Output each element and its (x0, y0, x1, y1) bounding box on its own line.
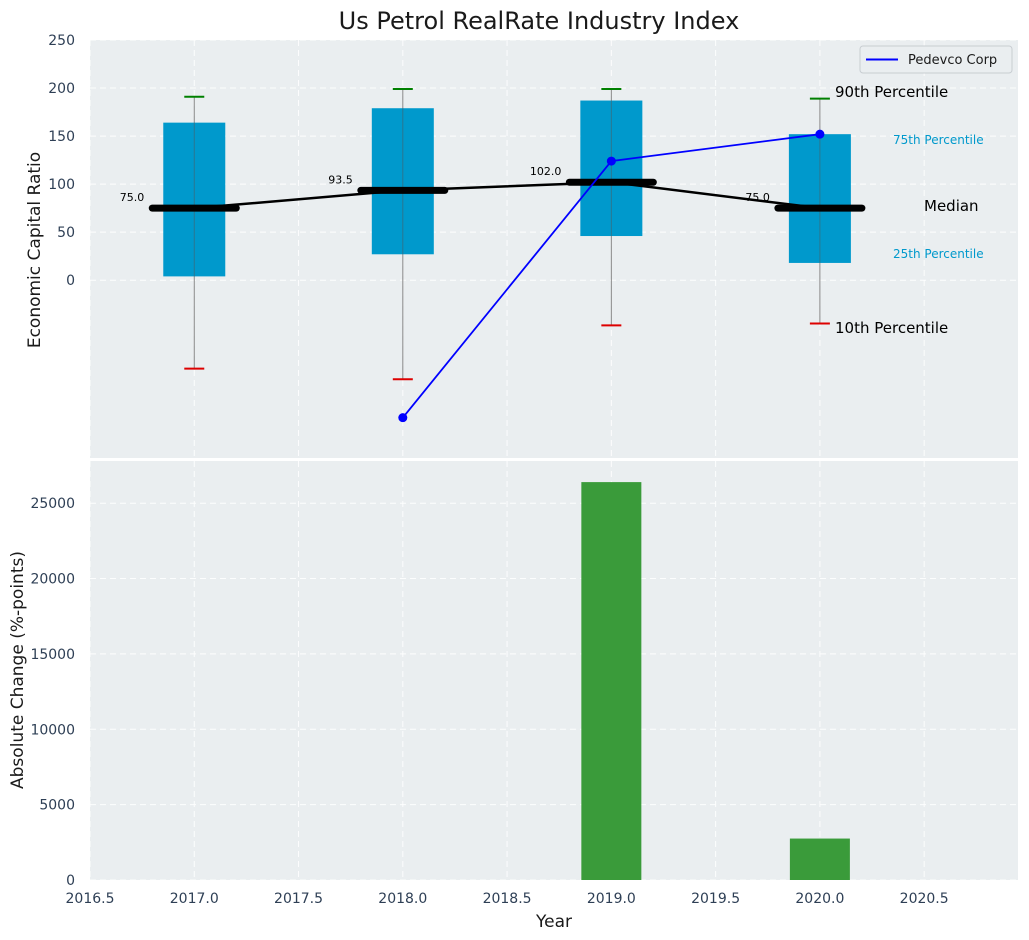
x-tick-labels: 2016.5 2017.0 2017.5 2018.0 2018.5 2019.0 2019… (66, 891, 949, 907)
p10-annotation: 10th Percentile (835, 319, 948, 337)
x-tick-label: 2019.5 (691, 891, 740, 907)
median-value-label: 102.0 (530, 165, 562, 178)
top-panel: 0 50 100 150 200 250 Economic Capital Ratio 7… (25, 33, 1018, 458)
legend-entry-pedevco: Pedevco Corp (908, 53, 997, 68)
median-trend (194, 180, 821, 210)
x-tick-label: 2017.5 (274, 891, 323, 907)
x-tick-label: 2016.5 (66, 891, 115, 907)
top-y-tick-label: 50 (57, 225, 75, 241)
x-tick-label: 2018.0 (378, 891, 427, 907)
series-point-pedevco (815, 129, 825, 139)
bottom-y-tick-label: 0 (66, 873, 75, 889)
top-y-tick-label: 150 (48, 129, 75, 145)
bottom-y-tick-label: 5000 (39, 798, 75, 814)
x-tick-label: 2017.0 (170, 891, 219, 907)
median-value-label: 75.0 (120, 191, 145, 204)
median-annotation: Median (924, 197, 979, 215)
chart-title: Us Petrol RealRate Industry Index (339, 7, 740, 35)
bottom-y-axis-label: Absolute Change (%-points) (8, 551, 28, 789)
legend: Pedevco Corp (859, 45, 1013, 74)
change-bar-2020 (789, 838, 850, 880)
median-value-label: 75.0 (745, 191, 770, 204)
top-y-tick-label: 250 (48, 33, 75, 49)
bottom-grid (89, 461, 1018, 881)
bottom-y-tick-label: 20000 (30, 572, 75, 588)
bottom-y-tick-labels: 0 5000 10000 15000 20000 25000 (30, 496, 75, 889)
median-value-label: 93.5 (328, 173, 353, 186)
change-bars (581, 482, 850, 880)
legend-box (859, 45, 1013, 74)
top-y-tick-labels: 0 50 100 150 200 250 (48, 33, 75, 289)
x-tick-label: 2020.0 (795, 891, 844, 907)
bottom-y-tick-label: 25000 (30, 496, 75, 512)
p90-annotation: 90th Percentile (835, 83, 948, 101)
x-tick-label: 2019.0 (587, 891, 636, 907)
series-point-pedevco (398, 413, 408, 423)
median-value-labels: 75.0 93.5 102.0 75.0 (120, 165, 770, 204)
top-y-tick-label: 100 (48, 177, 75, 193)
bottom-y-tick-label: 10000 (30, 722, 75, 738)
top-y-axis-label: Economic Capital Ratio (25, 152, 45, 348)
top-y-tick-label: 0 (66, 273, 75, 289)
x-tick-label: 2018.5 (483, 891, 532, 907)
x-tick-label: 2020.5 (900, 891, 949, 907)
bottom-plot-background (90, 461, 1018, 880)
series-point-pedevco (606, 156, 616, 166)
p25-annotation: 25th Percentile (893, 247, 984, 261)
x-axis-label: Year (535, 912, 572, 932)
median-trend-line (194, 180, 821, 210)
change-bar-2019 (581, 482, 642, 880)
bottom-y-tick-label: 15000 (30, 647, 75, 663)
pedevco-series (398, 129, 825, 423)
p75-annotation: 75th Percentile (893, 133, 984, 147)
top-y-tick-label: 200 (48, 81, 75, 97)
top-plot-background (90, 40, 1018, 458)
